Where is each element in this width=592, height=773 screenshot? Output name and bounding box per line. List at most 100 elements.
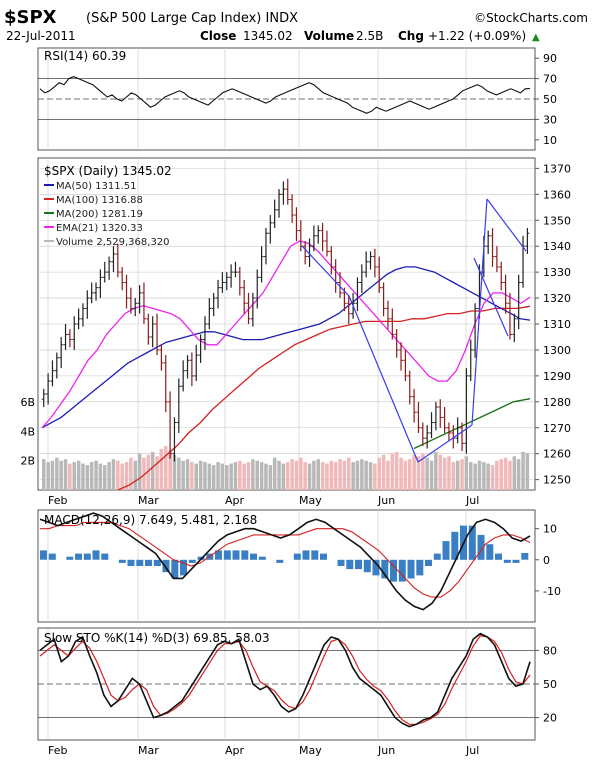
volume-value: 2.5B xyxy=(356,29,383,43)
volume-bar xyxy=(103,465,107,490)
volume-bar xyxy=(264,463,268,490)
volume-tick-2: 2B xyxy=(20,455,35,468)
macd-hist-bar xyxy=(276,559,284,563)
volume-bar xyxy=(473,463,477,490)
legend-label-3: EMA(21) 1320.33 xyxy=(56,223,143,234)
volume-bar xyxy=(142,457,146,490)
macd-hist-bar xyxy=(215,550,222,560)
trendline-1 xyxy=(348,295,419,463)
macd-hist-bar xyxy=(477,534,485,560)
volume-bar xyxy=(225,465,229,490)
volume-bar xyxy=(42,459,46,490)
volume-bar xyxy=(408,459,412,490)
macd-hist-bar xyxy=(101,553,109,560)
macd-hist-bar xyxy=(162,559,170,573)
volume-bar xyxy=(377,457,381,490)
volume-bar xyxy=(360,459,364,490)
macd-y-tick-0: 10 xyxy=(543,523,557,536)
price-y-tick-1: 1360 xyxy=(543,188,571,201)
volume-tick-0: 6B xyxy=(20,396,35,409)
volume-bar xyxy=(316,459,320,490)
volume-bar xyxy=(211,465,216,490)
sto-x-tick-2: Apr xyxy=(225,744,245,757)
volume-bar xyxy=(133,460,137,490)
volume-bar xyxy=(333,462,338,490)
price-x-tick-4: Jun xyxy=(377,494,395,507)
volume-bar xyxy=(81,463,85,490)
volume-bar xyxy=(107,462,111,490)
trendline-3 xyxy=(473,257,509,337)
volume-bar xyxy=(438,454,442,490)
macd-hist-bar xyxy=(442,541,450,560)
volume-bar xyxy=(172,454,177,490)
price-y-tick-12: 1250 xyxy=(543,474,571,487)
volume-bar xyxy=(355,460,360,490)
volume-bar xyxy=(482,462,486,490)
volume-bar xyxy=(164,446,168,490)
sto-y-tick-0: 80 xyxy=(543,644,557,657)
trendline-4 xyxy=(486,198,527,252)
volume-bar xyxy=(434,451,438,490)
volume-bar xyxy=(299,457,303,490)
volume-bar xyxy=(59,460,63,490)
trendline-5 xyxy=(471,198,488,426)
macd-title: MACD(12,26,9) 7.649, 5.481, 2.168 xyxy=(44,513,257,527)
chg-up-arrow-icon: ▲ xyxy=(532,32,540,43)
volume-bar xyxy=(146,454,151,490)
sto-title: Slow STO %K(14) %D(3) 69.85, 58.03 xyxy=(44,631,270,645)
volume-bar xyxy=(190,462,194,490)
macd-hist-bar xyxy=(355,559,362,570)
volume-bar xyxy=(216,462,220,490)
macd-hist-bar xyxy=(337,559,345,566)
macd-hist-bar xyxy=(451,531,459,560)
macd-hist-bar xyxy=(311,550,319,560)
macd-hist-bar xyxy=(293,553,301,560)
price-y-tick-8: 1290 xyxy=(543,370,571,383)
macd-hist-bar xyxy=(320,553,327,560)
price-y-tick-5: 1320 xyxy=(543,292,571,305)
rsi-y-tick-0: 90 xyxy=(543,52,557,65)
volume-bar xyxy=(312,460,316,490)
sto-k-line xyxy=(39,632,531,728)
volume-bar xyxy=(177,457,181,490)
volume-tick-1: 4B xyxy=(20,425,35,438)
rsi-line xyxy=(39,76,531,114)
volume-bar xyxy=(342,460,347,490)
price-x-tick-0: Feb xyxy=(48,494,67,507)
macd-hist-bar xyxy=(302,550,310,560)
price-y-tick-4: 1330 xyxy=(543,266,571,279)
volume-bar xyxy=(390,453,395,490)
sto-x-tick-4: Jun xyxy=(377,744,395,757)
volume-bar xyxy=(477,460,482,490)
volume-bar xyxy=(525,452,530,490)
macd-hist-bar xyxy=(188,559,196,563)
volume-bar xyxy=(50,460,55,490)
volume-bar xyxy=(503,457,508,490)
volume-bar xyxy=(268,465,273,490)
price-y-tick-6: 1310 xyxy=(543,318,571,331)
macd-hist-bar xyxy=(390,559,397,582)
price-y-tick-10: 1270 xyxy=(543,422,571,435)
volume-bar xyxy=(495,460,499,490)
rsi-y-tick-3: 30 xyxy=(543,113,557,126)
macd-hist-bar xyxy=(495,553,502,560)
volume-bar xyxy=(508,460,512,490)
volume-bar xyxy=(451,462,456,490)
macd-line xyxy=(39,512,531,611)
sto-x-tick-5: Jul xyxy=(465,744,479,757)
volume-bar xyxy=(447,456,451,490)
legend-label-2: MA(200) 1281.19 xyxy=(56,209,143,220)
volume-bar xyxy=(303,462,307,490)
macd-hist-bar xyxy=(407,559,415,579)
volume-bar xyxy=(442,457,447,490)
price-y-tick-9: 1280 xyxy=(543,396,571,409)
price-x-tick-2: Apr xyxy=(225,494,245,507)
macd-signal-line xyxy=(40,521,531,598)
volume-bar xyxy=(137,453,142,490)
price-y-tick-11: 1260 xyxy=(543,448,571,461)
sto-x-tick-3: May xyxy=(299,744,322,757)
volume-bar xyxy=(76,460,81,490)
ema21-line xyxy=(41,240,531,429)
sto-d-line xyxy=(39,635,531,725)
macd-hist-bar xyxy=(136,559,144,566)
